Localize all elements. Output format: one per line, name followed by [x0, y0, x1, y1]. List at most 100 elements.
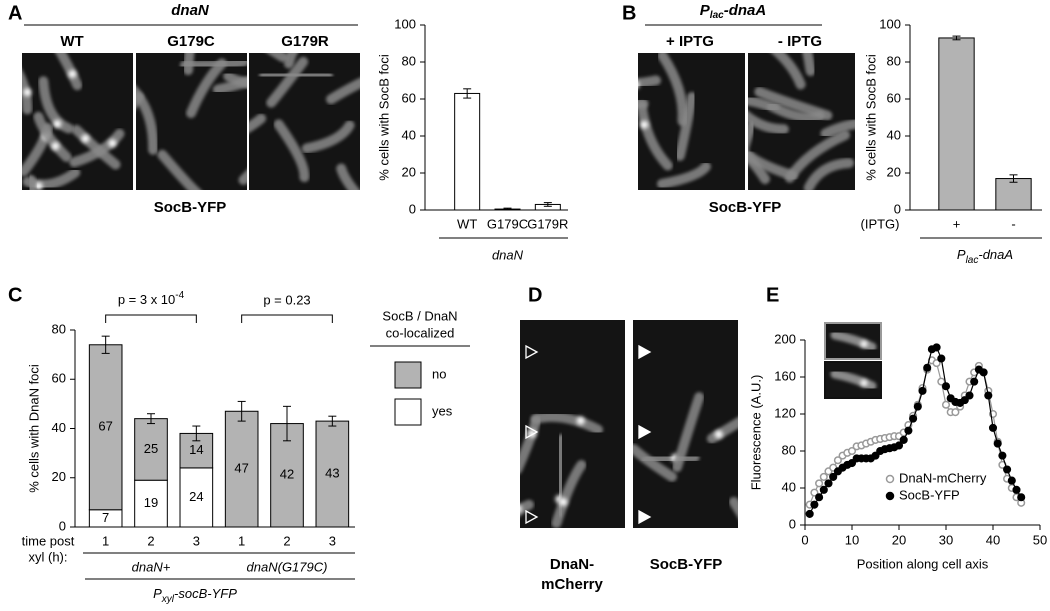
- data-point: [941, 400, 951, 409]
- cells: [249, 53, 360, 190]
- data-point: [941, 382, 951, 391]
- focus: [34, 182, 43, 190]
- panel-label: A: [8, 2, 22, 24]
- cell: [55, 53, 83, 91]
- focus: [53, 119, 62, 128]
- bar-segment: [315, 420, 350, 528]
- cell: [706, 416, 738, 444]
- bar-segment: [88, 344, 123, 511]
- image-header: Plac-dnaA: [700, 2, 766, 21]
- y-axis-label: % cells with SocB foci: [376, 54, 391, 181]
- y-axis-label: % cells with DnaN foci: [26, 364, 41, 493]
- arrowhead: [525, 344, 539, 360]
- y-tick-label: 120: [774, 405, 796, 420]
- group-label-part: -dnaA: [978, 247, 1013, 262]
- data-point: [932, 343, 941, 352]
- cell: [803, 157, 855, 190]
- data-point: [1003, 465, 1012, 474]
- cell: [674, 92, 698, 161]
- legend-label: yes: [432, 403, 453, 418]
- cell: [672, 392, 705, 473]
- y-tick-label: 100: [394, 16, 416, 31]
- cell: [530, 411, 604, 435]
- cell: [820, 118, 855, 139]
- cell: [336, 163, 360, 190]
- data-point: [810, 500, 819, 509]
- cells: [633, 392, 738, 519]
- cell: [69, 128, 125, 168]
- data-point: [894, 441, 904, 450]
- y-tick-label: 20: [887, 164, 901, 179]
- group-label: Plac-dnaA: [957, 247, 1013, 265]
- data-point: [815, 479, 824, 488]
- data-point: [1017, 493, 1026, 502]
- x-tick-label: 30: [939, 532, 953, 547]
- x-tick-label: 20: [892, 532, 906, 547]
- data-point: [824, 479, 833, 488]
- segment-label: 19: [144, 495, 158, 510]
- arrowhead: [638, 344, 652, 360]
- annotation-part: -4: [175, 290, 184, 301]
- cell: [179, 56, 247, 71]
- image-header: dnaN: [171, 2, 210, 19]
- focus: [51, 142, 60, 151]
- data-point: [805, 509, 814, 518]
- image-column-label: G179C: [167, 33, 215, 50]
- y-tick-label: 20: [52, 469, 66, 484]
- image-header-part: lac: [710, 10, 724, 21]
- data-point: [909, 414, 918, 423]
- data-point: [829, 472, 838, 481]
- cell: [633, 443, 678, 482]
- cell: [748, 150, 771, 185]
- y-tick-label: 80: [402, 53, 416, 68]
- data-point: [1012, 485, 1021, 494]
- cell: [748, 110, 789, 135]
- y-tick-label: 40: [887, 127, 901, 142]
- data-point: [965, 391, 974, 400]
- group-label-part: P: [957, 247, 966, 262]
- cells: [638, 53, 711, 189]
- cell: [71, 124, 121, 170]
- data-point: [984, 391, 993, 400]
- focus: [520, 505, 522, 513]
- focus: [640, 120, 649, 129]
- data-point: [913, 402, 922, 411]
- arrowhead: [525, 424, 539, 440]
- group-label: dnaN(G179C): [247, 559, 328, 574]
- y-tick-label: 40: [52, 420, 66, 435]
- data-point: [923, 363, 932, 372]
- segment-label: 47: [234, 461, 248, 476]
- focus: [638, 81, 640, 89]
- y-tick-label: 40: [782, 479, 796, 494]
- data-point: [988, 423, 998, 432]
- cell: [223, 71, 247, 88]
- data-point: [951, 408, 960, 417]
- data-point: [810, 488, 819, 497]
- panel-label: C: [8, 284, 22, 306]
- x-tick-label: -: [1011, 216, 1015, 231]
- cell: [520, 499, 535, 517]
- cell: [656, 161, 711, 189]
- y-tick-label: 0: [789, 516, 796, 531]
- cell: [748, 121, 757, 154]
- data-point: [847, 446, 857, 456]
- data-point: [904, 426, 913, 435]
- focus: [81, 134, 90, 143]
- bar: [454, 92, 481, 211]
- legend-label: DnaN-mCherry: [899, 470, 987, 485]
- significance-bracket: [105, 314, 197, 323]
- cell: [33, 111, 72, 162]
- x-tick-label: 40: [986, 532, 1000, 547]
- y-tick-label: 200: [774, 331, 796, 346]
- y-tick-label: 60: [52, 371, 66, 386]
- image-column-label: + IPTG: [666, 33, 714, 50]
- y-tick-label: 160: [774, 368, 796, 383]
- legend-title: co-localized: [386, 325, 455, 340]
- arrowhead: [525, 509, 539, 525]
- panel-label: B: [622, 2, 636, 24]
- focus: [714, 430, 723, 439]
- legend-label: SocB-YFP: [899, 487, 960, 502]
- y-tick-label: 100: [879, 16, 901, 31]
- cells: [520, 411, 604, 528]
- x-tick-label: G179C: [487, 216, 528, 231]
